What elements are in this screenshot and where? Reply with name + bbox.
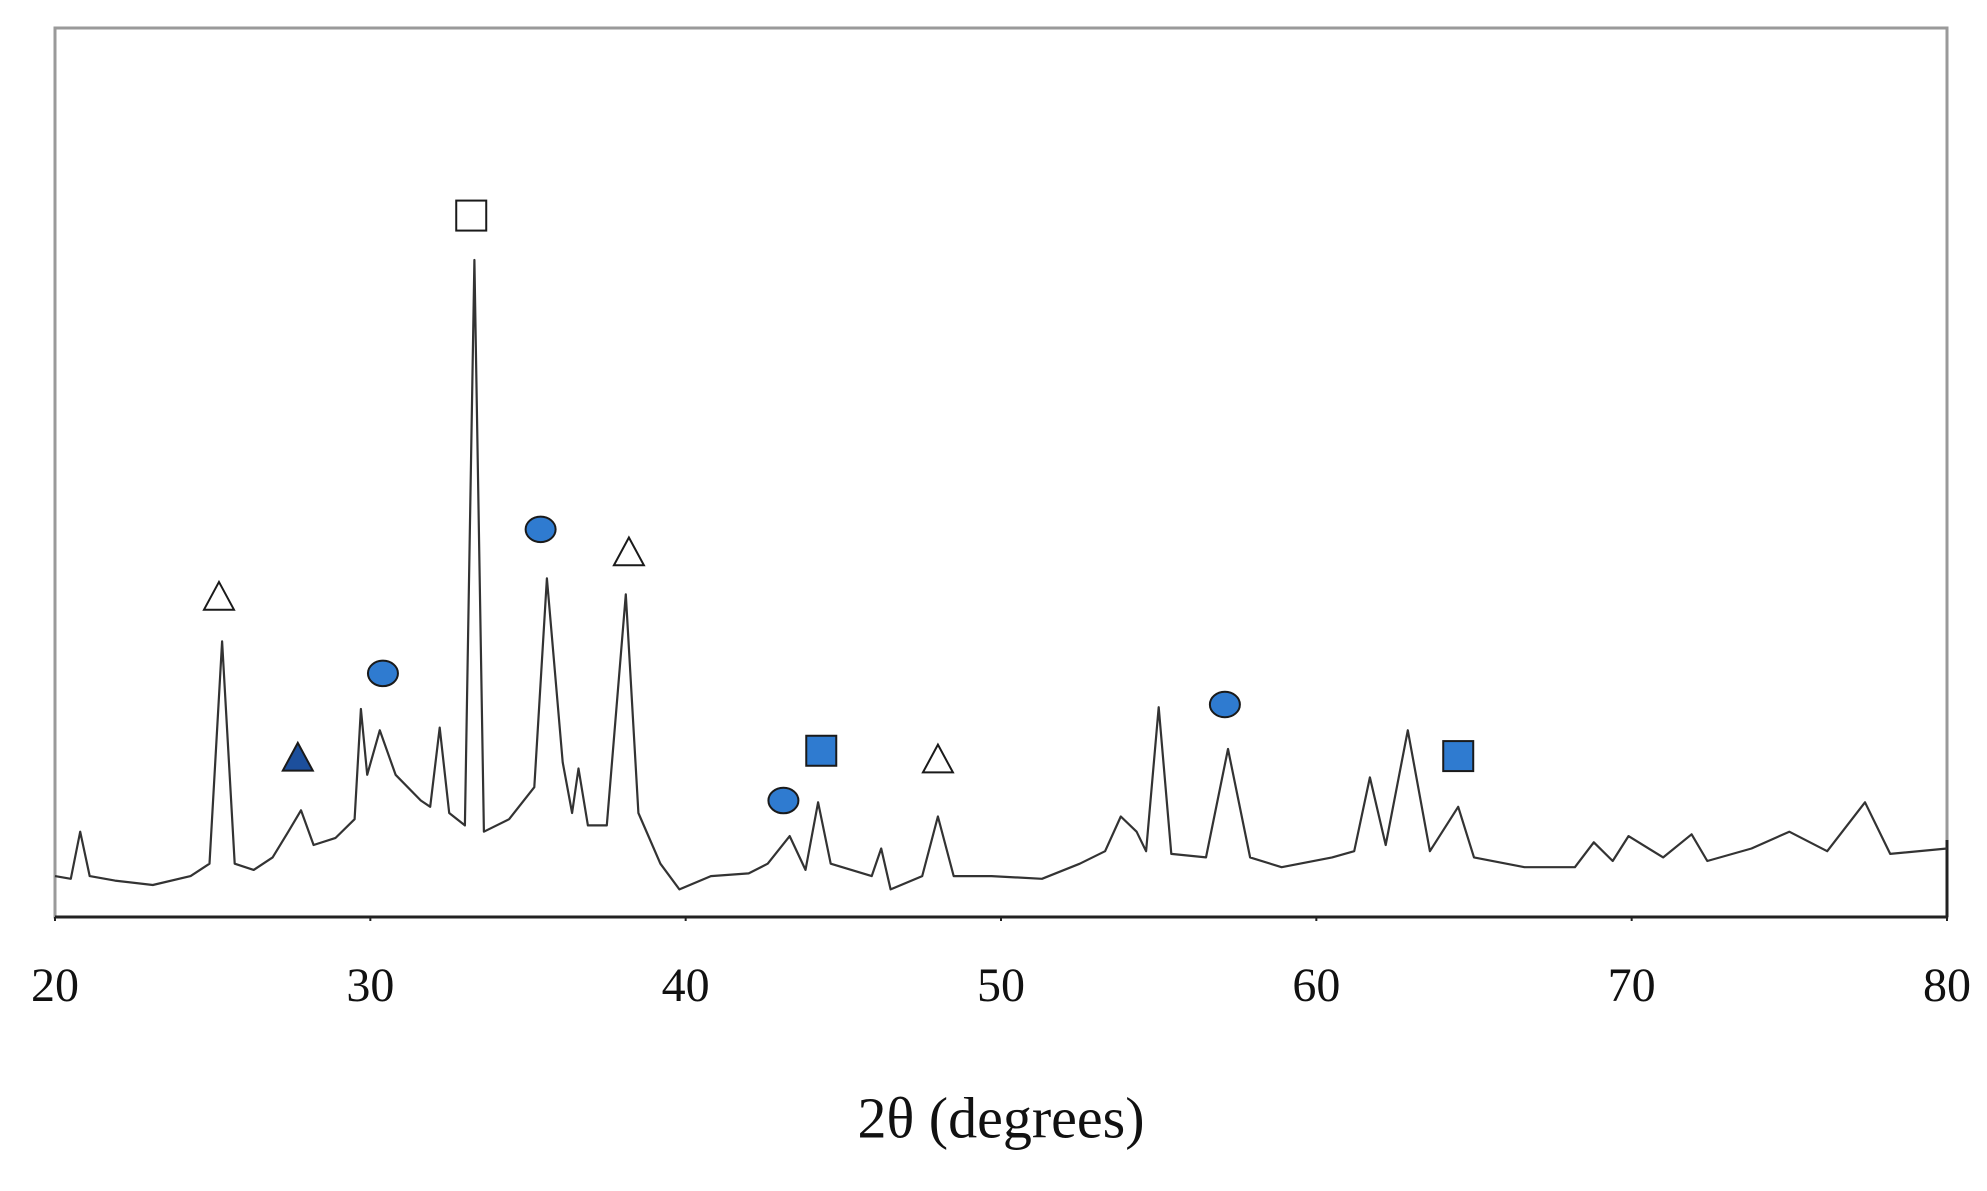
phase-marker [366, 659, 399, 688]
phase-marker [612, 535, 646, 567]
x-tick-label: 80 [1923, 959, 1971, 1012]
x-tick-label: 50 [977, 959, 1025, 1012]
x-axis-label: 2θ (degrees) [857, 1085, 1144, 1150]
phase-marker [1208, 690, 1241, 719]
phase-marker [921, 742, 955, 774]
phase-marker [202, 579, 236, 611]
xrd-trace [54, 258, 1948, 891]
x-tick-label: 30 [346, 959, 394, 1012]
phase-marker [1442, 740, 1475, 773]
phase-marker [805, 734, 838, 767]
phase-marker [281, 740, 315, 772]
x-tick-label: 20 [31, 959, 79, 1012]
phase-marker [524, 515, 557, 544]
plot-frame [53, 26, 1949, 919]
x-tick-label: 70 [1608, 959, 1656, 1012]
x-tick-label: 40 [662, 959, 710, 1012]
x-tick-label: 60 [1292, 959, 1340, 1012]
phase-marker [767, 786, 800, 815]
phase-marker [455, 199, 488, 232]
